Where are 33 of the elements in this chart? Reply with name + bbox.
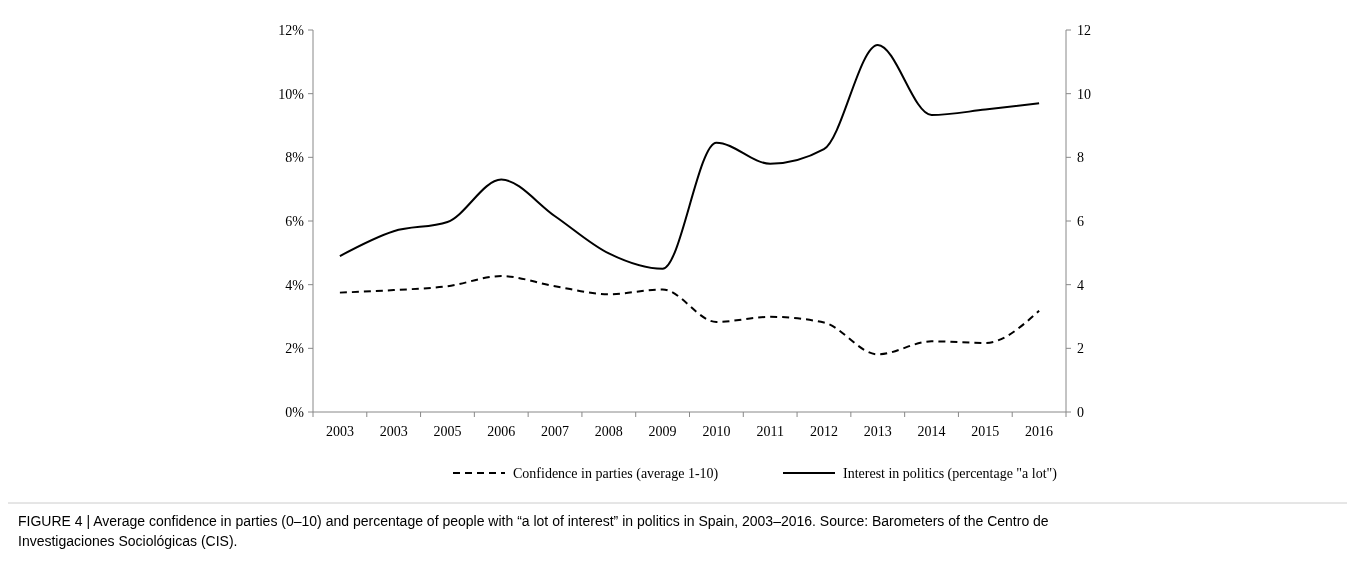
x-tick-label: 2009 <box>648 424 677 439</box>
y-tick-label: 4% <box>285 277 305 293</box>
x-tick-label: 2013 <box>863 424 892 439</box>
y2-tick-label: 2 <box>1077 341 1084 357</box>
y-tick-label: 0% <box>285 404 305 420</box>
y2-tick-label: 4 <box>1077 277 1084 293</box>
x-tick-label: 2005 <box>433 424 462 439</box>
y2-tick-label: 8 <box>1077 150 1084 166</box>
y-tick-label: 10% <box>278 86 305 102</box>
y-tick-label: 6% <box>285 213 305 229</box>
x-tick-label: 2012 <box>809 424 838 439</box>
legend-label: Interest in politics (percentage "a lot") <box>843 465 1058 482</box>
x-tick-label: 2014 <box>917 424 946 439</box>
x-tick-label: 2011 <box>756 424 784 439</box>
x-tick-label: 2007 <box>541 424 570 439</box>
caption: FIGURE 4 | Average confidence in parties (0–10) and percentage of people with “a lot of interest” in politics in Spain, 2003–2016. Source: Barometers of the Centro de Investigaciones Sociológicas (CIS). <box>18 513 1049 549</box>
line-series <box>338 275 1041 356</box>
x-tick-label: 2016 <box>1025 424 1054 439</box>
y-tick-label: 12% <box>278 22 305 38</box>
y2-tick-label: 12 <box>1077 22 1091 38</box>
y2-tick-label: 10 <box>1077 86 1091 102</box>
y2-tick-label: 6 <box>1077 213 1084 229</box>
line-series <box>338 43 1041 270</box>
y-tick-label: 2% <box>285 341 305 357</box>
x-tick-label: 2003 <box>325 424 354 439</box>
y2-tick-label: 0 <box>1077 404 1084 420</box>
x-tick-label: 2003 <box>379 424 408 439</box>
x-tick-label: 2006 <box>487 424 516 439</box>
x-tick-label: 2015 <box>971 424 1000 439</box>
x-tick-label: 2010 <box>702 424 731 439</box>
legend-label: Confidence in parties (average 1-10) <box>513 465 719 482</box>
x-tick-label: 2008 <box>594 424 623 439</box>
y-tick-label: 8% <box>285 150 305 166</box>
